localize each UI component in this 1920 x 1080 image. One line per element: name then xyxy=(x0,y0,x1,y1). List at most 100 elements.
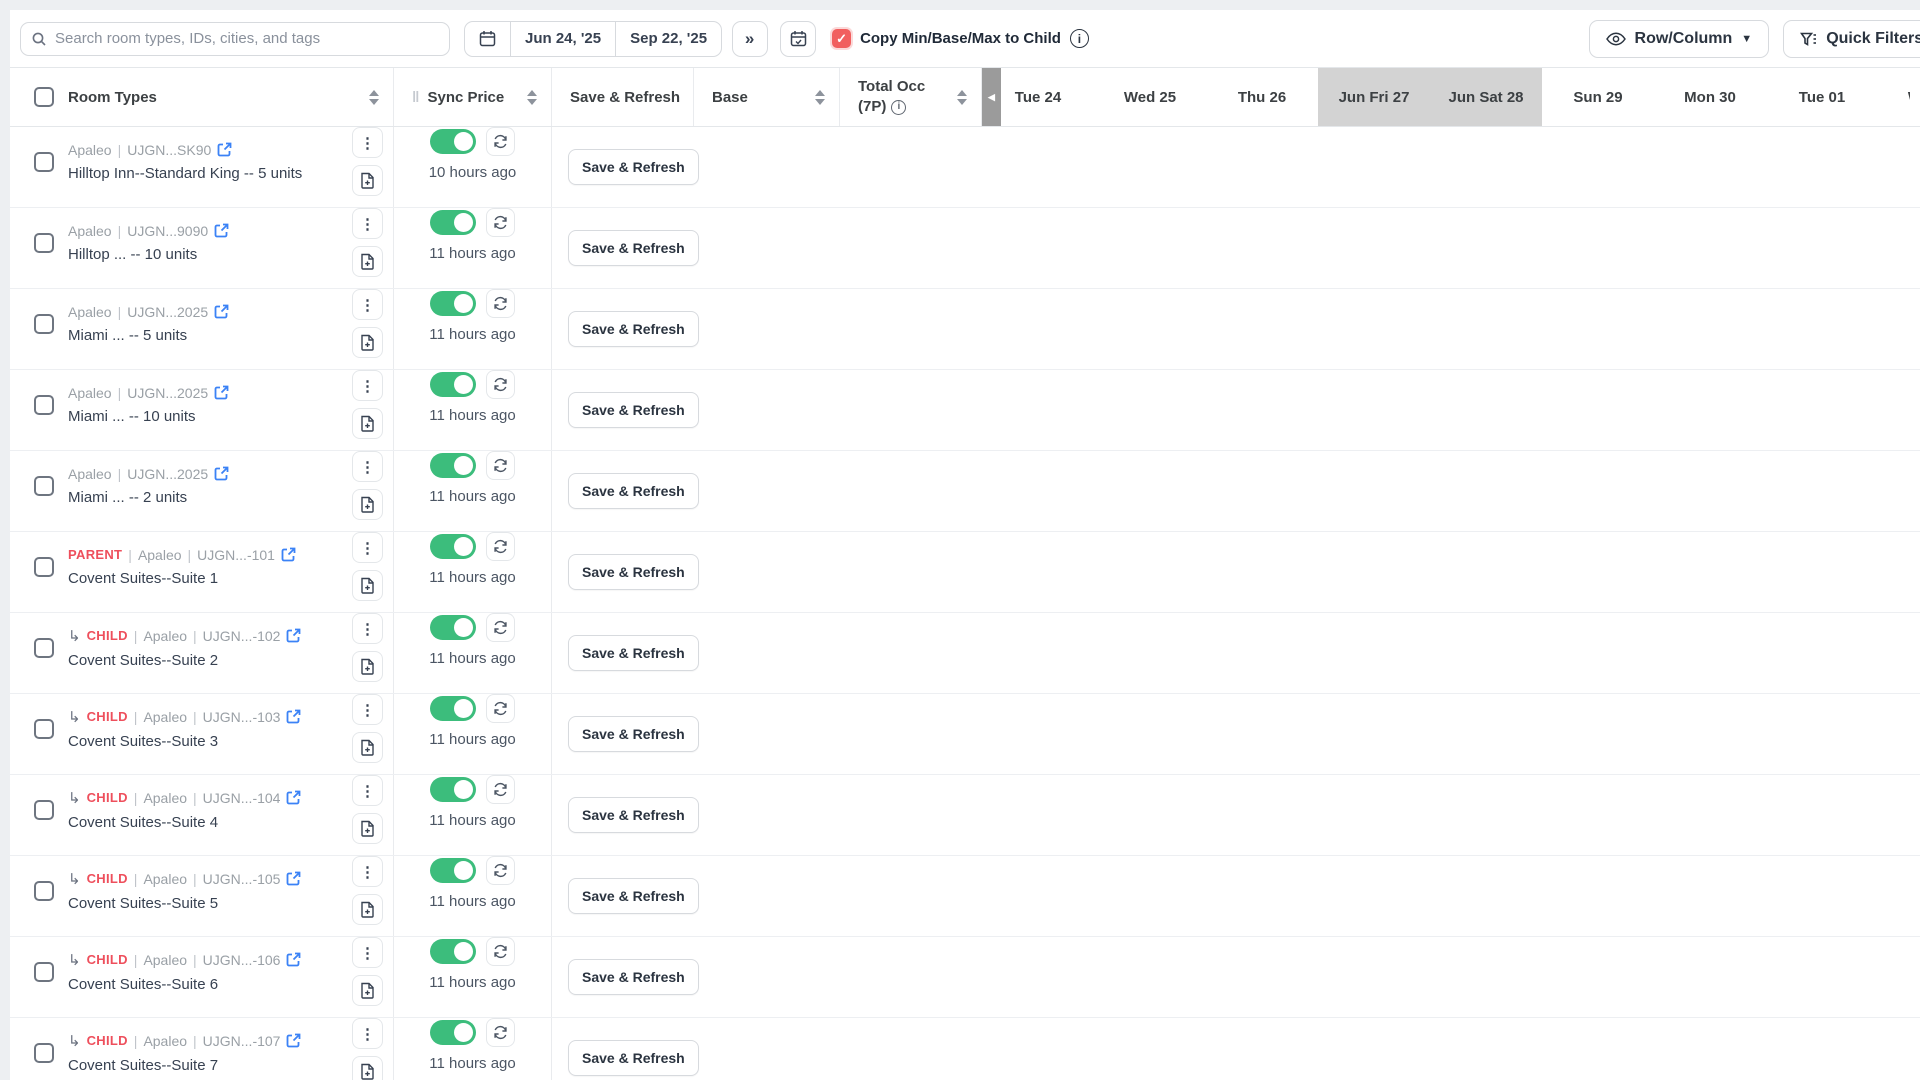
sync-toggle[interactable] xyxy=(430,696,476,721)
info-icon[interactable]: i xyxy=(891,99,907,115)
save-refresh-button[interactable]: Save & Refresh xyxy=(568,554,699,590)
add-note-button[interactable] xyxy=(352,651,383,682)
add-note-button[interactable] xyxy=(352,570,383,601)
refresh-button[interactable] xyxy=(486,775,515,804)
row-checkbox[interactable] xyxy=(34,799,54,820)
sort-total-occ[interactable] xyxy=(957,89,967,105)
day-column-header[interactable]: Mon 30 xyxy=(1684,88,1736,106)
refresh-button[interactable] xyxy=(486,451,515,480)
save-refresh-button[interactable]: Save & Refresh xyxy=(568,878,699,914)
date-end[interactable]: Sep 22, '25 xyxy=(615,21,721,56)
add-note-button[interactable] xyxy=(352,327,383,358)
refresh-button[interactable] xyxy=(486,208,515,237)
external-link-icon[interactable] xyxy=(281,547,296,562)
row-menu-button[interactable]: ⋮ xyxy=(352,613,383,644)
save-refresh-button[interactable]: Save & Refresh xyxy=(568,959,699,995)
day-column-header[interactable]: Tue 24 xyxy=(1014,88,1062,106)
row-checkbox[interactable] xyxy=(34,880,54,901)
skip-forward-button[interactable]: » xyxy=(732,20,769,57)
external-link-icon[interactable] xyxy=(286,790,301,805)
row-column-button[interactable]: Row/Column ▼ xyxy=(1588,20,1770,58)
sync-toggle[interactable] xyxy=(430,615,476,640)
sync-toggle[interactable] xyxy=(430,129,476,154)
external-link-icon[interactable] xyxy=(214,385,229,400)
save-refresh-button[interactable]: Save & Refresh xyxy=(568,230,699,266)
add-note-button[interactable] xyxy=(352,732,383,763)
row-checkbox[interactable] xyxy=(34,556,54,577)
row-checkbox[interactable] xyxy=(34,1042,54,1063)
save-refresh-button[interactable]: Save & Refresh xyxy=(568,635,699,671)
save-refresh-button[interactable]: Save & Refresh xyxy=(568,716,699,752)
sort-sync-price[interactable] xyxy=(527,89,537,105)
row-menu-button[interactable]: ⋮ xyxy=(352,532,383,563)
row-menu-button[interactable]: ⋮ xyxy=(352,775,383,806)
row-checkbox[interactable] xyxy=(34,718,54,739)
info-icon[interactable]: i xyxy=(1069,29,1089,48)
row-checkbox[interactable] xyxy=(34,394,54,415)
sync-toggle[interactable] xyxy=(430,1020,476,1045)
save-refresh-button[interactable]: Save & Refresh xyxy=(568,797,699,833)
sync-toggle[interactable] xyxy=(430,210,476,235)
row-checkbox[interactable] xyxy=(34,961,54,982)
calendar-icon[interactable] xyxy=(465,22,510,56)
add-note-button[interactable] xyxy=(352,975,383,1006)
refresh-button[interactable] xyxy=(486,289,515,318)
add-note-button[interactable] xyxy=(352,489,383,520)
search-box[interactable] xyxy=(20,21,450,56)
refresh-button[interactable] xyxy=(486,370,515,399)
date-range-picker[interactable]: Jun 24, '25 Sep 22, '25 xyxy=(464,20,723,57)
row-menu-button[interactable]: ⋮ xyxy=(352,694,383,725)
row-checkbox[interactable] xyxy=(34,232,54,253)
external-link-icon[interactable] xyxy=(286,628,301,643)
external-link-icon[interactable] xyxy=(217,142,232,157)
add-note-button[interactable] xyxy=(352,813,383,844)
add-note-button[interactable] xyxy=(352,894,383,925)
day-column-header[interactable]: Wed 02 xyxy=(1878,68,1910,126)
refresh-button[interactable] xyxy=(486,127,515,156)
sync-toggle[interactable] xyxy=(430,777,476,802)
row-menu-button[interactable]: ⋮ xyxy=(352,451,383,482)
row-menu-button[interactable]: ⋮ xyxy=(352,289,383,320)
external-link-icon[interactable] xyxy=(286,709,301,724)
sort-base[interactable] xyxy=(815,89,825,105)
jump-to-date-button[interactable] xyxy=(780,20,817,57)
external-link-icon[interactable] xyxy=(286,952,301,967)
save-refresh-button[interactable]: Save & Refresh xyxy=(568,149,699,185)
date-start[interactable]: Jun 24, '25 xyxy=(510,21,615,56)
row-menu-button[interactable]: ⋮ xyxy=(352,937,383,968)
save-refresh-button[interactable]: Save & Refresh xyxy=(568,1040,699,1076)
add-note-button[interactable] xyxy=(352,165,383,196)
save-refresh-button[interactable]: Save & Refresh xyxy=(568,311,699,347)
row-menu-button[interactable]: ⋮ xyxy=(352,1018,383,1049)
row-checkbox[interactable] xyxy=(34,475,54,496)
sync-toggle[interactable] xyxy=(430,372,476,397)
external-link-icon[interactable] xyxy=(214,223,229,238)
sync-toggle[interactable] xyxy=(430,291,476,316)
refresh-button[interactable] xyxy=(486,694,515,723)
day-column-header[interactable]: Sun 29 xyxy=(1573,88,1623,106)
day-column-header[interactable]: Jun Sat 28 xyxy=(1430,68,1542,126)
save-refresh-button[interactable]: Save & Refresh xyxy=(568,392,699,428)
sort-room-types[interactable] xyxy=(369,89,379,105)
add-note-button[interactable] xyxy=(352,1056,383,1080)
refresh-button[interactable] xyxy=(486,1018,515,1047)
select-all-checkbox[interactable] xyxy=(34,87,54,107)
search-input[interactable] xyxy=(55,30,439,47)
refresh-button[interactable] xyxy=(486,856,515,885)
row-menu-button[interactable]: ⋮ xyxy=(352,856,383,887)
day-column-header[interactable]: Wed 25 xyxy=(1123,88,1177,106)
add-note-button[interactable] xyxy=(352,408,383,439)
external-link-icon[interactable] xyxy=(214,466,229,481)
external-link-icon[interactable] xyxy=(286,871,301,886)
copy-checkbox[interactable]: ✓ xyxy=(832,29,852,48)
row-checkbox[interactable] xyxy=(34,637,54,658)
sync-toggle[interactable] xyxy=(430,453,476,478)
column-resize-handle[interactable]: ‖ xyxy=(412,88,420,106)
sync-toggle[interactable] xyxy=(430,858,476,883)
row-menu-button[interactable]: ⋮ xyxy=(352,127,383,158)
external-link-icon[interactable] xyxy=(286,1033,301,1048)
row-checkbox[interactable] xyxy=(34,151,54,172)
row-menu-button[interactable]: ⋮ xyxy=(352,208,383,239)
quick-filters-button[interactable]: Quick Filters ▼ xyxy=(1783,20,1920,58)
row-menu-button[interactable]: ⋮ xyxy=(352,370,383,401)
